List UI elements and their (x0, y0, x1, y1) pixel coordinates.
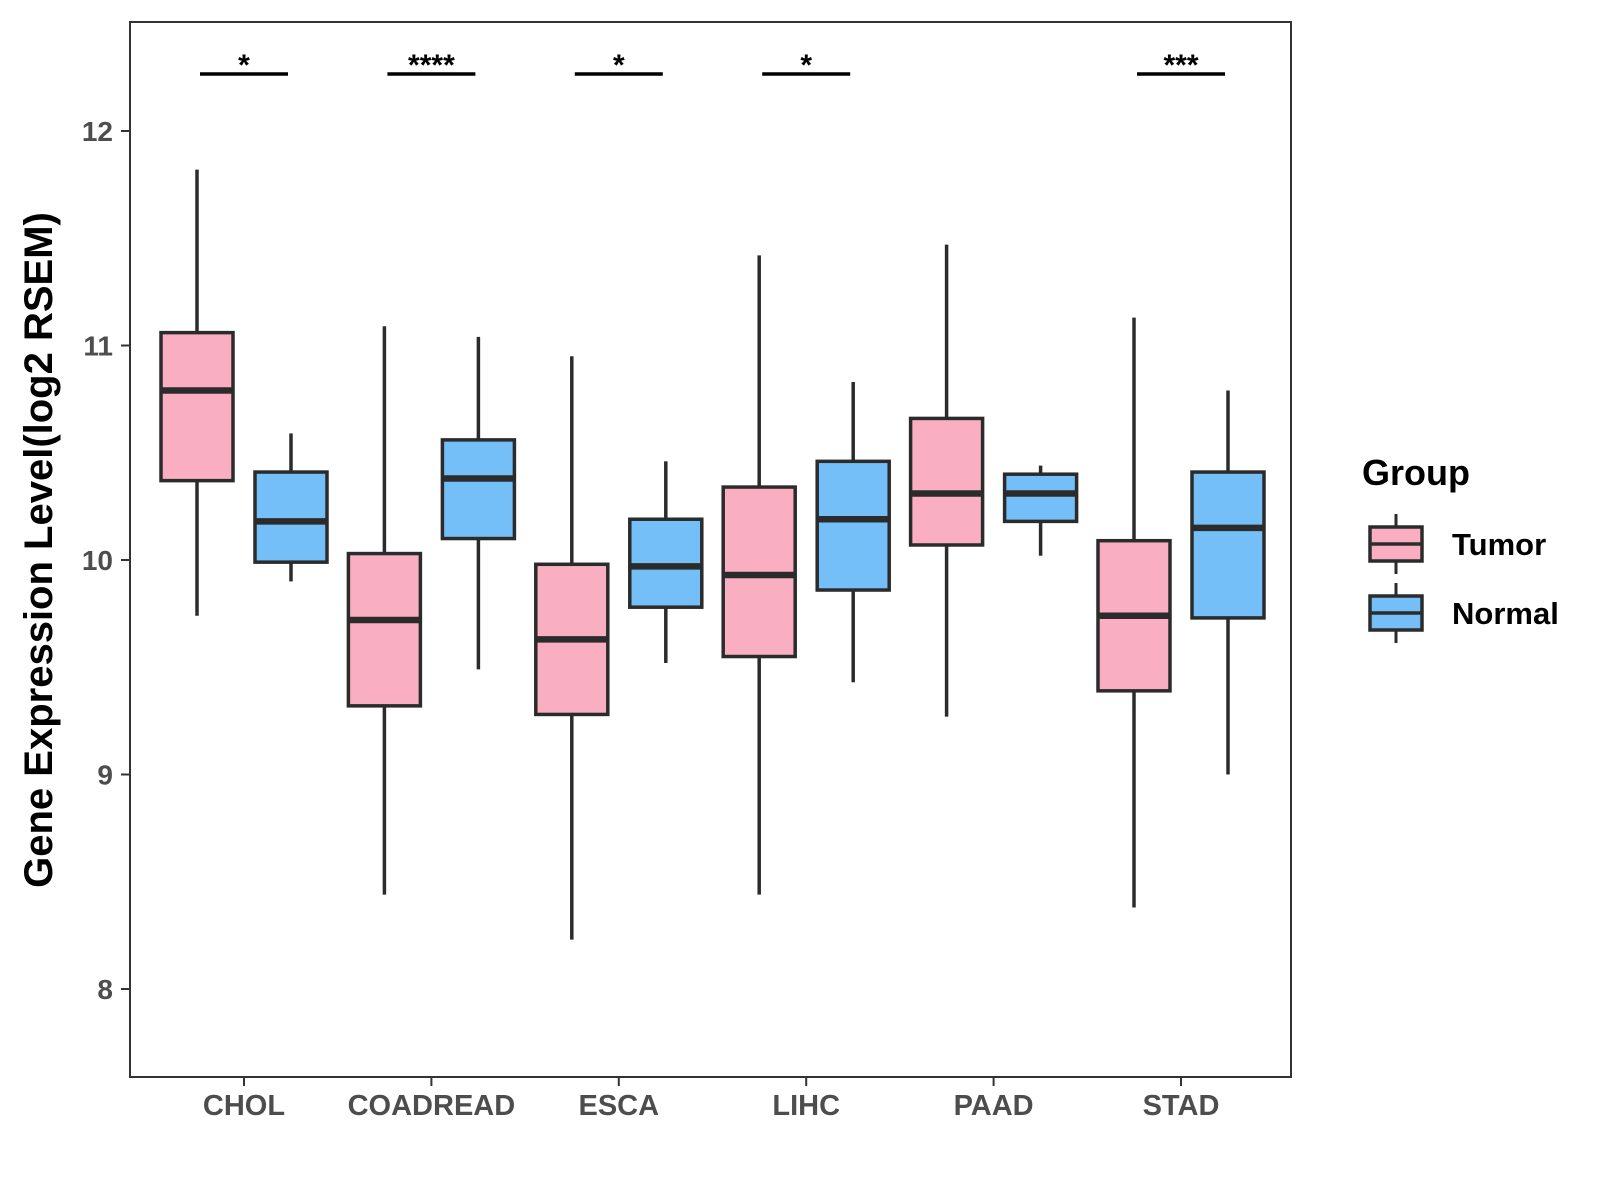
box-normal-stad (1190, 390, 1266, 775)
legend-items: Tumor Normal (1368, 514, 1559, 643)
y-axis-title: Gene Expression Level(log2 RSEM) (17, 212, 61, 888)
significance-stars: * (238, 49, 250, 82)
x-axis: CHOL COADREAD ESCA LIHC PAAD STAD (203, 1077, 1219, 1122)
significance-stad: *** (1137, 49, 1225, 82)
significance-coadread: **** (387, 49, 476, 82)
y-tick-label: 9 (97, 760, 113, 791)
y-axis: 8 9 10 11 12 (82, 116, 130, 1005)
box-body (815, 459, 891, 592)
box-tumor-chol (159, 169, 235, 616)
legend-item-label: Tumor (1452, 527, 1546, 562)
box-body (253, 470, 329, 564)
box-normal-lihc (815, 381, 891, 683)
box-tumor-paad (908, 244, 985, 717)
significance-stars: * (613, 49, 625, 82)
legend-title: Group (1362, 452, 1470, 493)
y-tick-label: 11 (83, 331, 113, 362)
box-body (346, 551, 423, 708)
box-body (440, 438, 517, 541)
significance-stars: **** (408, 49, 455, 82)
x-tick-label-coadread: COADREAD (348, 1090, 516, 1122)
box-tumor-esca (534, 356, 610, 940)
legend: Group Tumor Normal (1362, 452, 1559, 643)
box-normal-paad (1002, 465, 1079, 556)
box-normal-esca (628, 461, 704, 663)
significance-chol: * (200, 49, 288, 82)
x-tick-label-paad: PAAD (954, 1090, 1034, 1122)
box-tumor-lihc (721, 255, 797, 895)
significance-annotations: * **** * * *** (200, 49, 1225, 82)
x-tick-label-stad: STAD (1143, 1090, 1220, 1122)
box-body (159, 330, 235, 483)
legend-item-tumor: Tumor (1368, 514, 1546, 574)
box-tumor-coadread (346, 326, 423, 895)
box-normal-chol (253, 433, 329, 582)
box-tumor-stad (1096, 317, 1172, 908)
y-tick-label: 10 (82, 545, 113, 576)
box-body (1190, 470, 1266, 620)
box-body (908, 416, 985, 547)
y-tick-label: 8 (97, 974, 113, 1005)
significance-stars: *** (1163, 49, 1198, 82)
y-tick-label: 12 (82, 116, 113, 147)
box-body (1002, 472, 1079, 524)
significance-stars: * (800, 49, 812, 82)
box-normal-coadread (440, 336, 517, 670)
x-tick-label-lihc: LIHC (772, 1090, 840, 1122)
x-tick-label-esca: ESCA (579, 1090, 660, 1122)
legend-item-label: Normal (1452, 596, 1559, 631)
legend-item-normal: Normal (1368, 583, 1559, 643)
significance-esca: * (574, 49, 663, 82)
x-tick-label-chol: CHOL (203, 1090, 285, 1122)
significance-lihc: * (762, 49, 851, 82)
box-series (159, 169, 1266, 940)
